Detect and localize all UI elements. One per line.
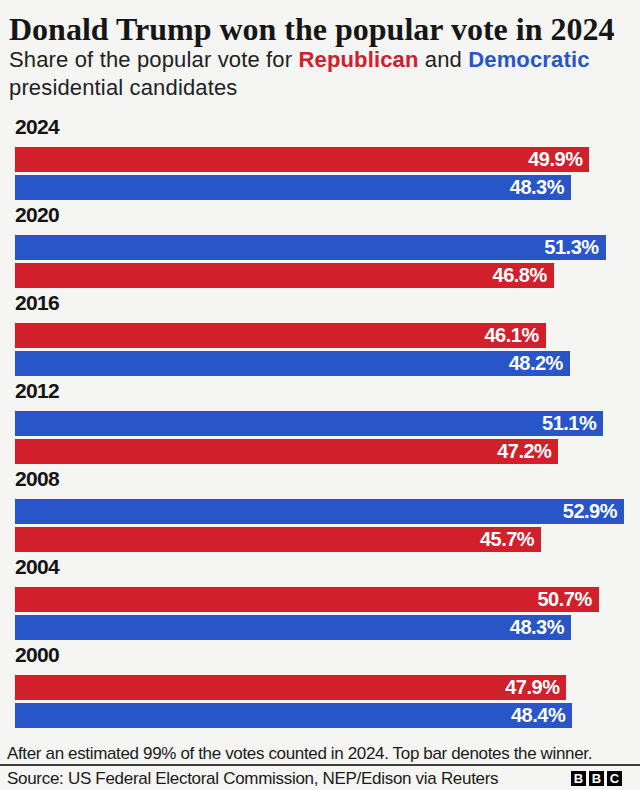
subtitle-republican: Republican [298,47,418,72]
bar-value-label: 46.1% [484,324,545,347]
year-group: 2004 50.7% 48.3% [15,557,624,640]
bar-value-label: 49.9% [528,148,589,171]
bar-democratic: 52.9% [15,499,624,524]
bar-value-label: 46.8% [493,264,554,287]
bar-democratic: 48.2% [15,351,570,376]
bar-value-label: 51.3% [544,236,605,259]
bar-republican: 46.8% [15,263,554,288]
bar-value-label: 47.2% [497,440,558,463]
bar-republican: 50.7% [15,587,599,612]
bar-value-label: 48.3% [510,616,571,639]
year-label: 2012 [15,381,624,401]
subtitle-democratic: Democratic [468,47,589,72]
year-label: 2020 [15,205,624,225]
bar-value-label: 45.7% [480,528,541,551]
bbc-logo-letter: B [589,771,604,786]
bar-democratic: 51.3% [15,235,606,260]
bar-democratic: 48.3% [15,175,571,200]
bar-value-label: 48.2% [509,352,570,375]
chart-title: Donald Trump won the popular vote in 202… [0,0,640,46]
year-label: 2008 [15,469,624,489]
bar-value-label: 47.9% [505,676,566,699]
bar-democratic: 48.3% [15,615,571,640]
bbc-logo-letter: C [607,771,622,786]
bbc-logo: BBC [571,771,622,786]
bar-value-label: 52.9% [563,500,624,523]
bar-republican: 46.1% [15,323,546,348]
bar-republican: 45.7% [15,527,541,552]
subtitle-and: and [419,47,469,72]
year-label: 2016 [15,293,624,313]
source-row: Source: US Federal Electoral Commission,… [0,764,640,790]
bar-value-label: 48.3% [510,176,571,199]
year-group: 2008 52.9% 45.7% [15,469,624,552]
year-label: 2024 [15,117,624,137]
chart-card: Donald Trump won the popular vote in 202… [0,0,640,765]
year-group: 2016 46.1% 48.2% [15,293,624,376]
bar-democratic: 48.4% [15,703,572,728]
year-group: 2012 51.1% 47.2% [15,381,624,464]
bar-democratic: 51.1% [15,411,603,436]
bbc-logo-letter: B [571,771,586,786]
bar-republican: 47.9% [15,675,566,700]
year-label: 2004 [15,557,624,577]
subtitle-prefix: Share of the popular vote for [9,47,298,72]
bar-value-label: 48.4% [511,704,572,727]
bar-value-label: 51.1% [542,412,603,435]
bar-chart: 2024 49.9% 48.3% 2020 51.3% 46.8% 2016 46.1% 48.… [15,117,624,728]
chart-footnote: After an estimated 99% of the votes coun… [7,743,632,765]
year-group: 2024 49.9% 48.3% [15,117,624,200]
year-group: 2020 51.3% 46.8% [15,205,624,288]
source-text: Source: US Federal Electoral Commission,… [7,769,498,789]
subtitle-suffix: presidential candidates [9,75,238,100]
year-group: 2000 47.9% 48.4% [15,645,624,728]
year-label: 2000 [15,645,624,665]
bar-republican: 49.9% [15,147,589,172]
bar-republican: 47.2% [15,439,558,464]
bar-value-label: 50.7% [537,588,598,611]
chart-subtitle: Share of the popular vote for Republican… [9,46,630,102]
